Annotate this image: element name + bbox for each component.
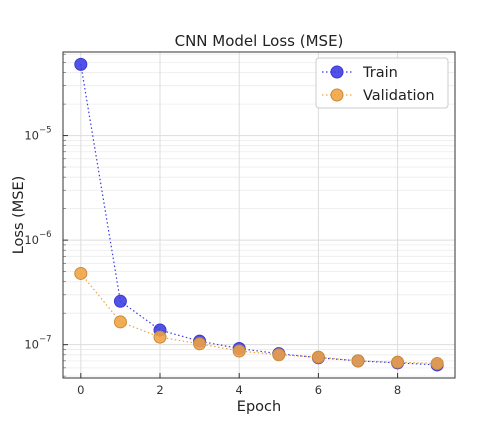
data-point-validation [272,348,286,362]
y-axis-title: Loss (MSE) [11,176,27,255]
data-point-validation [193,337,207,351]
chart-title: CNN Model Loss (MSE) [175,32,344,50]
data-point-validation [391,355,405,369]
legend-marker [330,88,344,102]
legend-marker [330,65,344,79]
data-point-train [74,57,88,71]
axis-ticks: 10 −710 −610 −50 2 4 6 8 [24,53,401,397]
y-tick-exponent: −7 [39,335,52,345]
data-point-validation [232,344,246,358]
legend: Train Validation [315,57,449,109]
legend-label-validation: Validation [363,88,435,104]
data-point-train [113,294,127,308]
data-point-validation [113,315,127,329]
series-line-validation [80,273,438,365]
series-line-train [80,64,438,366]
y-tick-label: 10 [24,338,39,352]
legend-label-train: Train [362,65,398,81]
data-point-validation [153,330,167,344]
x-tick-label: 4 [236,383,243,397]
x-tick-label: 2 [156,383,163,397]
data-point-validation [430,357,444,371]
series-layer [74,57,444,372]
x-tick-label: 8 [394,383,401,397]
data-point-validation [351,354,365,368]
data-point-validation [311,350,325,364]
data-point-validation [74,266,88,280]
y-tick-label: 10 [24,129,39,143]
y-tick-label: 10 [24,233,39,247]
legend-box [315,57,449,109]
x-axis-title: Epoch [237,399,281,415]
x-tick-label: 0 [77,383,84,397]
y-tick-exponent: −5 [39,126,52,136]
grid-lines [63,52,455,378]
x-tick-label: 6 [315,383,322,397]
y-tick-exponent: −6 [39,230,52,240]
plot-frame [62,51,456,379]
